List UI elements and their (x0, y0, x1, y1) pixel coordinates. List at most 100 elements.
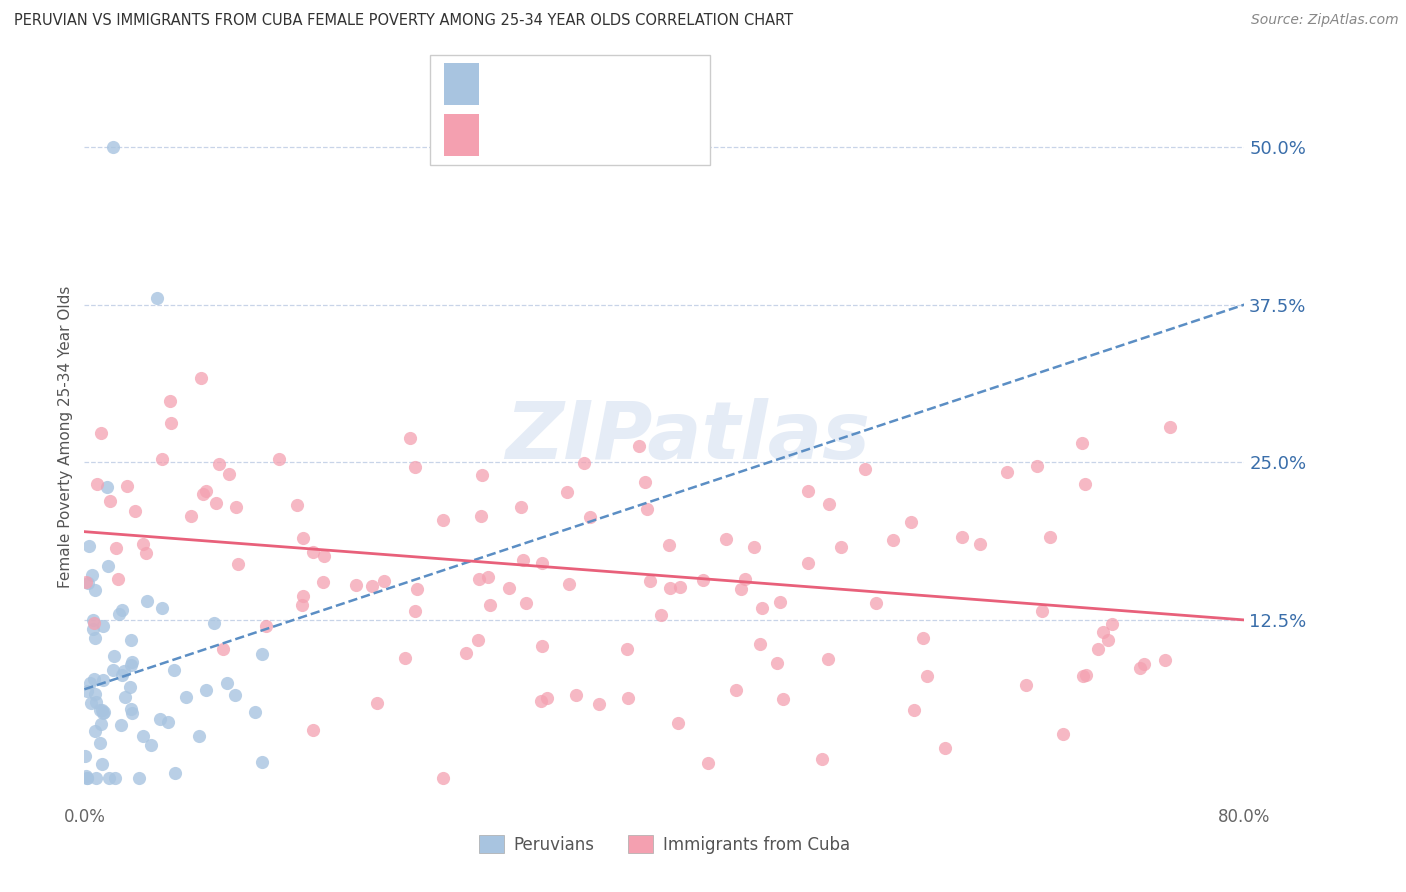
Point (190, 370, 212, 384)
Point (141, 738, 163, 752)
Point (515, 596, 537, 610)
Point (91, 706, 114, 720)
Point (865, 596, 887, 610)
Point (132, 729, 155, 743)
Point (83, 615, 105, 630)
Point (160, 417, 183, 431)
Point (456, 646, 478, 660)
Point (75, 575, 97, 590)
Point (404, 459, 426, 474)
Point (1031, 604, 1053, 618)
Point (650, 608, 672, 623)
Legend: Peruvians, Immigrants from Cuba: Peruvians, Immigrants from Cuba (472, 829, 856, 860)
Point (817, 652, 839, 666)
Point (76, 575, 98, 590)
Point (157, 715, 180, 730)
Point (432, 771, 454, 785)
Point (96, 559, 118, 574)
Point (751, 601, 773, 615)
Point (86, 476, 108, 491)
Point (83, 632, 105, 646)
Point (76, 683, 98, 698)
Point (120, 658, 142, 673)
Point (765, 656, 787, 670)
Point (658, 581, 681, 595)
Point (1159, 420, 1181, 434)
Point (163, 765, 186, 780)
Point (285, 498, 308, 512)
Text: ZIPatlas: ZIPatlas (505, 398, 870, 476)
Point (817, 497, 839, 511)
Point (530, 694, 553, 708)
Point (150, 451, 173, 466)
Point (121, 706, 143, 721)
Point (903, 703, 925, 717)
Point (749, 637, 772, 651)
Point (96, 480, 118, 494)
Point (797, 557, 820, 571)
Text: 0.144: 0.144 (546, 75, 606, 93)
Point (98, 771, 121, 785)
Point (112, 664, 135, 678)
Point (195, 683, 218, 698)
Point (218, 467, 240, 481)
Point (83, 583, 105, 598)
Point (83, 723, 105, 738)
Text: N =: N = (623, 75, 661, 93)
Point (124, 504, 146, 518)
Point (627, 439, 650, 453)
Point (159, 393, 181, 408)
Point (82, 613, 104, 627)
Point (911, 632, 934, 646)
Point (91, 618, 114, 632)
Point (187, 729, 209, 743)
Point (79, 676, 101, 690)
Point (90, 425, 112, 440)
Point (93, 706, 115, 720)
Point (76, 771, 98, 785)
Point (84, 687, 107, 701)
Point (267, 451, 290, 466)
Point (254, 619, 277, 633)
Point (658, 538, 681, 552)
Text: N =: N = (623, 128, 661, 145)
Point (291, 599, 314, 613)
Text: 66: 66 (669, 75, 693, 93)
Point (811, 752, 834, 766)
Point (1071, 436, 1094, 450)
Point (104, 771, 127, 785)
Point (91, 673, 114, 687)
Point (90, 703, 112, 717)
Point (1091, 625, 1114, 640)
Point (135, 546, 157, 560)
Point (572, 456, 595, 470)
Point (730, 582, 752, 596)
Point (1052, 727, 1074, 741)
Point (692, 573, 714, 587)
Point (1039, 530, 1062, 544)
Point (498, 581, 520, 595)
Point (636, 502, 658, 516)
Point (225, 500, 247, 514)
Point (1133, 657, 1156, 671)
Point (934, 740, 956, 755)
Point (882, 533, 904, 548)
Point (468, 572, 491, 586)
Point (120, 701, 142, 715)
Point (432, 513, 454, 527)
Point (1087, 642, 1109, 657)
Point (128, 771, 150, 785)
Text: Source: ZipAtlas.com: Source: ZipAtlas.com (1251, 13, 1399, 28)
Point (668, 716, 690, 731)
Point (80, 568, 103, 582)
Text: 123: 123 (669, 128, 706, 145)
Point (110, 668, 132, 682)
Point (530, 639, 553, 653)
Point (245, 705, 267, 719)
Point (194, 484, 217, 499)
Point (163, 663, 186, 677)
Point (373, 574, 395, 588)
Point (212, 642, 235, 657)
Point (394, 651, 416, 665)
Point (406, 582, 429, 597)
